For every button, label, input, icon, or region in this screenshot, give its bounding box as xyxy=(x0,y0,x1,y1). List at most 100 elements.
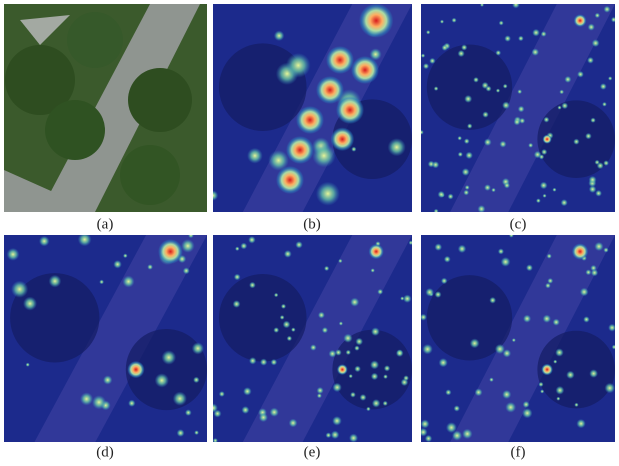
heatmap-blob xyxy=(183,267,190,274)
heatmap-blob xyxy=(354,345,359,350)
heatmap-blob xyxy=(274,30,285,41)
heatmap-blob xyxy=(464,95,472,103)
heatmap-blob xyxy=(371,268,375,272)
heatmap-blob xyxy=(441,45,447,51)
heatmap-blob xyxy=(501,257,511,267)
heatmap-blob xyxy=(454,405,460,411)
heatmap-blob xyxy=(612,345,617,350)
heatmap-blob xyxy=(458,245,466,253)
heatmap-blob xyxy=(482,111,488,117)
heatmap-blob xyxy=(595,13,600,18)
heatmap-blob xyxy=(523,401,530,408)
heatmap-blob xyxy=(541,31,547,37)
heatmap-blob xyxy=(523,315,531,323)
heatmap-blob xyxy=(103,375,112,384)
heatmap-hotspot xyxy=(543,135,552,144)
caption: (c) xyxy=(510,216,527,232)
heatmap-blob xyxy=(270,408,279,417)
heatmap-blob xyxy=(602,102,607,107)
heatmap-blob xyxy=(214,410,222,418)
heatmap-blob xyxy=(499,141,506,148)
heatmap-blob xyxy=(429,58,435,64)
heatmap-hotspot xyxy=(359,3,393,37)
heatmap-blob xyxy=(503,349,511,357)
heatmap-blob xyxy=(324,266,329,271)
heatmap-blob xyxy=(573,139,579,145)
heatmap-blob xyxy=(434,86,439,91)
heatmap-hotspot xyxy=(127,361,144,378)
heatmap-blob xyxy=(281,304,286,309)
heatmap-blob xyxy=(249,357,256,364)
heatmap-blob xyxy=(465,152,473,160)
heatmap-blob xyxy=(594,242,603,251)
heatmap-blob xyxy=(423,63,429,69)
heatmap-blob xyxy=(541,149,547,155)
heatmap-blob xyxy=(461,44,467,50)
heatmap-blob xyxy=(543,117,549,123)
heatmap-blob xyxy=(409,240,414,245)
heatmap-blob xyxy=(604,6,611,13)
heatmap-blob xyxy=(332,416,342,426)
heatmap-blob xyxy=(495,50,501,56)
heatmap-blob xyxy=(514,119,521,126)
heatmap-blob xyxy=(608,324,616,332)
heatmap-blob xyxy=(592,39,600,47)
heatmap-blob xyxy=(350,298,359,307)
heatmap-blob xyxy=(155,373,169,387)
heatmap-blob xyxy=(458,50,465,57)
tree-shadow xyxy=(427,45,512,130)
heatmap-blob xyxy=(80,392,93,405)
heatmap-blob xyxy=(574,403,578,407)
heatmap-blob xyxy=(440,20,444,24)
heatmap-blob xyxy=(425,288,434,297)
heatmap-blob xyxy=(503,84,508,89)
heatmap-blob xyxy=(419,130,424,135)
heatmap-blob xyxy=(396,349,404,357)
heatmap-blob xyxy=(240,243,247,250)
heatmap-blob xyxy=(517,89,522,94)
heatmap-blob xyxy=(383,374,388,379)
heatmap-blob xyxy=(420,314,427,321)
heatmap-blob xyxy=(403,294,411,302)
heatmap-blob xyxy=(99,280,104,285)
heatmap-blob xyxy=(181,239,195,253)
heatmap-blob xyxy=(439,358,448,367)
heatmap-blob xyxy=(605,383,616,394)
heatmap-blob xyxy=(484,184,491,191)
heatmap-blob xyxy=(421,53,425,57)
heatmap-blob xyxy=(173,392,187,406)
heatmap-panel xyxy=(419,1,617,214)
caption: (e) xyxy=(304,444,321,460)
heatmap-blob xyxy=(475,388,483,396)
heatmap-blob xyxy=(543,194,547,198)
heatmap-blob xyxy=(585,269,591,275)
heatmap-blob xyxy=(213,438,218,443)
heatmap-blob xyxy=(528,143,533,148)
heatmap-blob xyxy=(185,409,192,416)
heatmap-blob xyxy=(489,297,496,304)
heatmap-blob xyxy=(92,395,106,409)
heatmap-blob xyxy=(403,375,409,381)
heatmap-hotspot xyxy=(158,239,183,264)
heatmap-blob xyxy=(603,247,608,252)
heatmap-blob xyxy=(509,233,514,238)
heatmap-blob xyxy=(464,138,470,144)
heatmap-blob xyxy=(534,151,542,159)
heatmap-blob xyxy=(557,106,561,110)
heatmap-blob xyxy=(241,406,249,414)
heatmap-blob xyxy=(49,275,62,288)
heatmap-blob xyxy=(123,253,128,258)
heatmap-hotspot xyxy=(331,127,355,151)
heatmap-blob xyxy=(589,369,598,378)
heatmap-hotspot xyxy=(351,56,379,84)
heatmap-blob xyxy=(219,391,225,397)
heatmap-blob xyxy=(531,48,539,56)
heatmap-blob xyxy=(457,136,462,141)
heatmap-blob xyxy=(371,373,378,380)
heatmap-blob xyxy=(11,281,28,298)
heatmap-blob xyxy=(188,232,194,238)
heatmap-blob xyxy=(518,36,524,42)
heatmap-blob xyxy=(434,243,442,251)
heatmap-panel xyxy=(209,235,414,443)
heatmap-blob xyxy=(611,17,617,23)
